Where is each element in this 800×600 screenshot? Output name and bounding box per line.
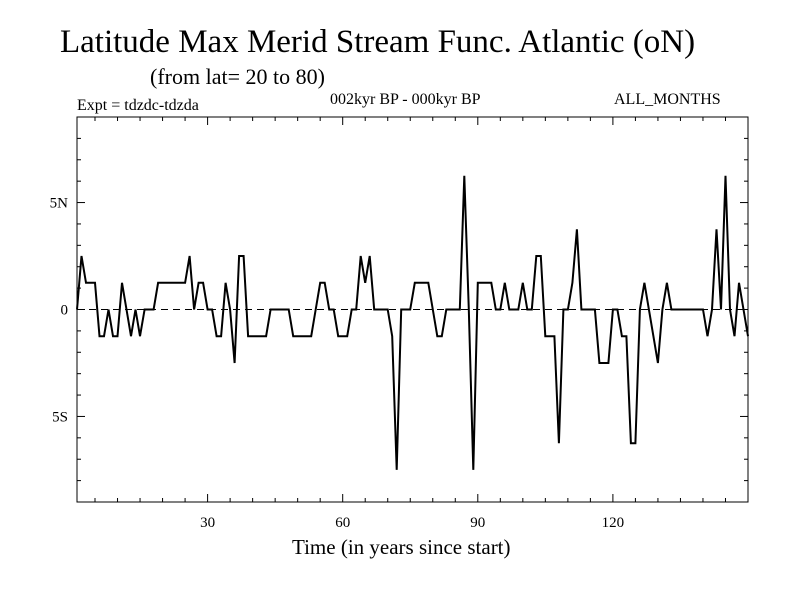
x-tick-label: 30 xyxy=(200,515,215,531)
months-label: ALL_MONTHS xyxy=(614,91,721,108)
experiment-label: Expt = tdzdc-tdzda xyxy=(77,97,199,114)
y-tick-label: 0 xyxy=(61,303,69,319)
x-axis-label: Time (in years since start) xyxy=(292,535,511,559)
latitude-series-line xyxy=(76,175,749,470)
y-tick-label: 5N xyxy=(50,196,69,212)
x-tick-label: 60 xyxy=(335,515,350,531)
chart-title: Latitude Max Merid Stream Func. Atlantic… xyxy=(60,24,696,60)
axis-ticks xyxy=(77,117,748,502)
x-tick-label: 90 xyxy=(470,515,485,531)
axis-tick-labels: 30 60 90 120 5N 0 5S xyxy=(50,196,624,531)
chart-subtitle: (from lat= 20 to 80) xyxy=(150,64,325,89)
x-tick-label: 120 xyxy=(602,515,625,531)
period-label: 002kyr BP - 000kyr BP xyxy=(330,91,481,108)
y-tick-label: 5S xyxy=(52,409,68,425)
